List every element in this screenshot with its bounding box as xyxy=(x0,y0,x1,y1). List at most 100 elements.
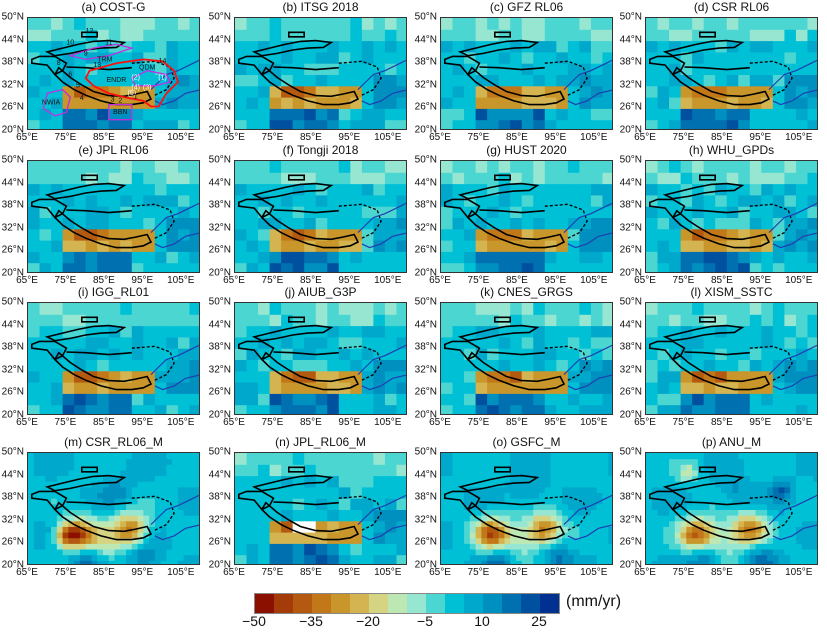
grid-cell xyxy=(498,469,505,477)
grid-cell xyxy=(510,40,523,53)
grid-cell xyxy=(149,526,156,533)
grid-cell xyxy=(550,503,557,510)
grid-cell xyxy=(663,560,670,564)
grid-cell xyxy=(692,503,699,510)
grid-cell xyxy=(137,503,144,510)
grid-cell xyxy=(795,74,808,87)
grid-cell xyxy=(464,520,471,527)
grid-cell xyxy=(795,303,808,315)
grid-cell xyxy=(258,161,271,173)
grid-cell xyxy=(160,532,167,539)
grid-cell xyxy=(246,359,259,372)
grid-cell xyxy=(246,498,259,510)
grid-cell xyxy=(45,520,52,527)
grid-cell xyxy=(715,492,722,499)
grid-cell xyxy=(651,560,659,564)
grid-cell xyxy=(327,183,340,196)
lat-tick-label: 50°N xyxy=(1,446,24,458)
grid-cell xyxy=(160,520,167,527)
grid-cell xyxy=(749,217,762,230)
grid-cell xyxy=(195,560,199,564)
lon-tick-label: 105°E xyxy=(785,567,813,578)
grid-cell xyxy=(527,532,534,539)
grid-cell xyxy=(726,404,739,414)
grid-cell xyxy=(498,549,505,556)
grid-cell xyxy=(85,453,92,460)
lat-tick-label: 44°N xyxy=(414,177,437,189)
grid-cell xyxy=(669,183,682,196)
lat-tick-label: 20°N xyxy=(619,267,642,279)
grid-cell xyxy=(441,543,448,550)
grid-cell xyxy=(602,481,609,488)
region-label: 13 xyxy=(93,62,101,69)
panel-title: (m) CSR_RL06_M xyxy=(64,435,163,449)
grid-cell xyxy=(813,554,817,561)
grid-cell xyxy=(114,543,121,550)
grid-cell xyxy=(338,348,351,360)
river-line xyxy=(150,59,199,91)
grid-cell xyxy=(692,262,705,272)
grid-cell xyxy=(709,560,716,564)
grid-cell xyxy=(281,348,294,360)
grid-cell xyxy=(697,458,705,465)
grid-cell xyxy=(177,63,190,75)
grid-cell xyxy=(281,475,294,488)
grid-cell xyxy=(720,560,728,564)
grid-cell xyxy=(646,475,653,482)
grid-cell xyxy=(79,549,87,556)
grid-cell xyxy=(790,526,797,533)
grid-cell xyxy=(327,63,340,75)
grid-cell xyxy=(521,161,534,173)
grid-cell xyxy=(602,393,612,406)
region-boundary xyxy=(66,351,132,356)
grid-cell xyxy=(384,18,397,30)
grid-cell xyxy=(709,469,716,477)
grid-cell xyxy=(292,532,305,544)
grid-cell xyxy=(33,503,41,510)
grid-cell xyxy=(539,515,546,522)
lon-tick-label: 75°E xyxy=(261,132,284,143)
grid-cell xyxy=(361,251,374,264)
grid-cell xyxy=(475,74,488,87)
colorbar-swatch xyxy=(407,594,426,613)
grid-cell xyxy=(97,161,110,173)
grid-cell xyxy=(33,464,41,471)
grid-cell xyxy=(441,370,454,383)
region-boundary xyxy=(479,66,545,71)
grid-cell xyxy=(469,509,477,516)
grid-cell xyxy=(556,85,569,98)
grid-cell xyxy=(51,172,64,185)
grid-cell xyxy=(292,543,305,556)
grid-cell xyxy=(703,194,716,207)
grid-cell xyxy=(446,532,454,539)
grid-cell xyxy=(373,172,386,185)
grid-cell xyxy=(446,475,454,482)
grid-cell xyxy=(521,481,528,488)
grid-cell xyxy=(315,509,328,522)
grid-cell xyxy=(533,382,546,394)
grid-cell xyxy=(396,262,406,272)
grid-cell xyxy=(235,314,248,327)
grid-cell xyxy=(338,29,351,42)
grid-cell xyxy=(767,532,774,539)
grid-cell xyxy=(269,251,282,264)
grid-cell xyxy=(801,549,808,556)
lon-tick-label: 65°E xyxy=(429,567,451,578)
grid-cell xyxy=(154,520,162,527)
grid-cell xyxy=(258,228,271,241)
grid-cell xyxy=(74,537,81,544)
grid-cell xyxy=(749,359,762,372)
grid-cell xyxy=(709,453,716,460)
grid-cell xyxy=(183,492,190,499)
grid-cell xyxy=(579,359,592,372)
grid-cell xyxy=(602,336,612,349)
grid-cell xyxy=(680,458,687,465)
grid-cell xyxy=(504,492,511,499)
grid-cell xyxy=(813,453,817,460)
grid-cell xyxy=(475,314,488,327)
grid-cell xyxy=(160,526,167,533)
grid-cell xyxy=(97,509,104,516)
grid-cell xyxy=(784,63,797,75)
grid-cell xyxy=(85,498,92,505)
grid-cell xyxy=(680,119,693,129)
